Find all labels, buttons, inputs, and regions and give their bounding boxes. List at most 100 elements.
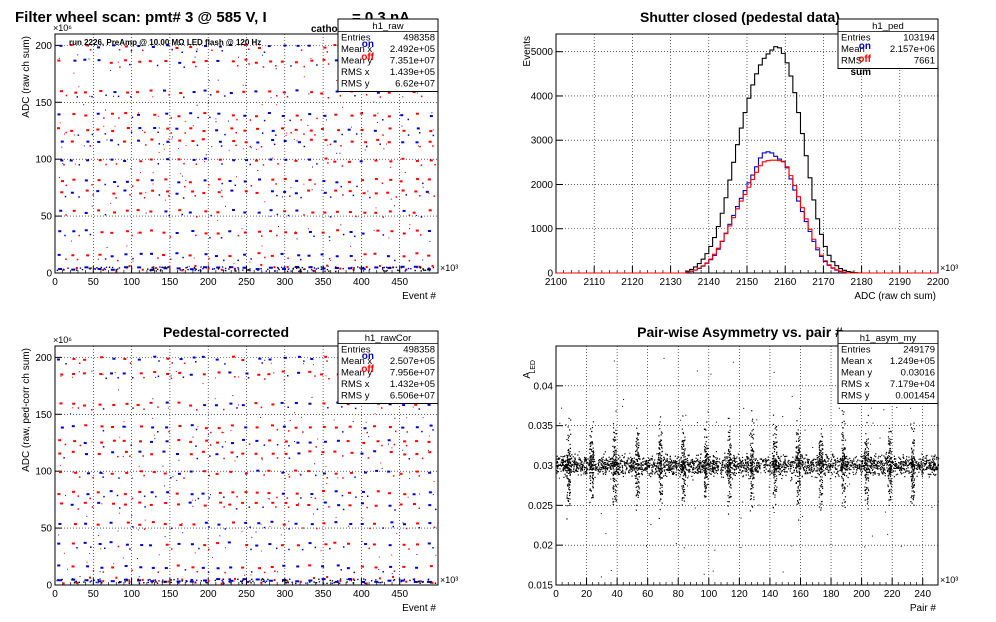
data-point <box>918 466 920 468</box>
data-point-stray <box>78 362 81 364</box>
data-point-stray <box>419 145 421 148</box>
data-point <box>669 455 671 457</box>
data-point-stray <box>131 515 133 517</box>
data-point-stray <box>185 145 187 147</box>
data-point-on <box>137 139 141 142</box>
data-point <box>746 456 748 458</box>
data-point-pedestal <box>75 269 78 271</box>
data-point-stray <box>183 96 185 99</box>
data-point <box>829 469 831 471</box>
data-point-stray <box>210 494 212 496</box>
data-point-off <box>189 453 193 456</box>
data-point <box>670 468 672 470</box>
data-point <box>747 457 750 459</box>
data-point <box>670 466 672 468</box>
data-point <box>585 458 588 460</box>
data-point-off <box>138 490 142 493</box>
data-point <box>867 468 870 470</box>
data-point-off <box>412 91 416 94</box>
data-point-off <box>339 579 342 582</box>
data-point-stray <box>215 121 217 123</box>
data-point-stray <box>280 534 282 536</box>
data-point-stray <box>263 119 266 122</box>
data-point <box>693 460 695 462</box>
data-point <box>881 472 883 474</box>
data-point-stray <box>288 474 290 476</box>
data-point-on <box>179 358 183 361</box>
data-point-off <box>346 440 350 443</box>
data-point-off <box>72 357 76 360</box>
data-point-stray <box>328 506 330 508</box>
data-point <box>846 455 848 458</box>
data-point <box>617 471 620 473</box>
data-point-stray <box>378 568 380 570</box>
data-point <box>572 471 574 473</box>
data-point <box>877 460 880 462</box>
data-point-off <box>416 522 420 525</box>
data-point <box>820 467 822 469</box>
data-point <box>823 473 825 475</box>
data-point <box>606 467 609 469</box>
data-point-on <box>297 141 301 144</box>
data-point-stray <box>314 375 316 377</box>
data-point-stray <box>325 375 327 377</box>
data-point-on <box>203 404 207 407</box>
data-point-stray <box>117 143 120 146</box>
data-point <box>692 461 694 463</box>
data-point <box>824 473 826 475</box>
data-point <box>645 469 647 471</box>
data-point-pedestal <box>289 578 291 580</box>
data-point <box>929 464 931 466</box>
data-point <box>602 468 605 470</box>
data-point <box>799 462 801 464</box>
data-point-stray <box>277 571 279 573</box>
data-point-pedestal <box>225 269 227 272</box>
data-point <box>640 468 642 471</box>
data-point <box>557 471 559 473</box>
data-point <box>612 459 615 461</box>
data-point <box>559 464 561 466</box>
data-point-stray <box>129 362 132 364</box>
data-point-off <box>86 254 90 257</box>
data-point <box>653 461 655 463</box>
data-point <box>790 480 792 482</box>
data-point <box>600 459 602 461</box>
data-point-off <box>307 470 311 473</box>
data-point-off <box>374 178 378 181</box>
data-point <box>556 460 558 463</box>
data-point <box>886 469 889 471</box>
data-point <box>688 469 690 472</box>
data-point <box>902 464 904 466</box>
data-point-stray <box>366 145 368 147</box>
data-point <box>924 460 926 463</box>
data-point <box>900 467 902 469</box>
data-point-stray <box>110 69 112 71</box>
data-point <box>911 466 914 468</box>
data-point-pedestal <box>295 582 297 585</box>
data-point-stray <box>248 443 251 445</box>
data-point-on <box>310 523 314 526</box>
data-point <box>641 471 643 473</box>
data-point <box>569 479 571 481</box>
data-point-pedestal <box>213 268 216 270</box>
data-point <box>764 471 766 474</box>
data-point <box>789 465 791 467</box>
data-point-pedestal <box>235 270 237 272</box>
data-point <box>903 465 905 467</box>
data-point <box>933 461 935 463</box>
data-point-stray <box>131 116 134 119</box>
data-point <box>907 470 909 472</box>
data-point-pedestal <box>191 579 194 581</box>
data-point-stray <box>289 420 291 422</box>
data-point-pedestal <box>249 269 251 272</box>
data-point-off <box>70 140 74 143</box>
data-point <box>567 463 569 465</box>
data-point-pedestal <box>78 581 80 584</box>
data-point <box>573 465 575 468</box>
data-point <box>621 460 623 462</box>
data-point <box>807 467 810 469</box>
data-point <box>712 461 715 463</box>
data-point-stray <box>303 214 305 216</box>
data-point <box>667 468 669 470</box>
data-point-pedestal <box>105 266 108 268</box>
